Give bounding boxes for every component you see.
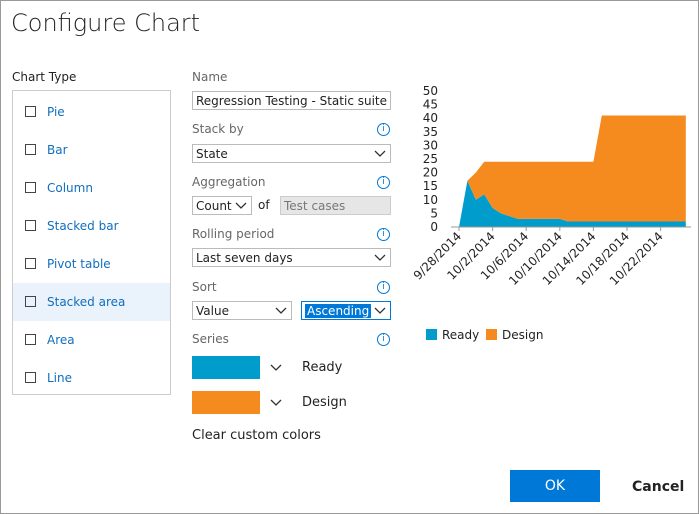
rolling-period-dropdown[interactable]: Last seven days	[192, 248, 391, 267]
chart-type-name: Stacked area	[47, 295, 126, 309]
info-icon[interactable]: i	[377, 123, 390, 136]
y-tick-label: 35	[423, 125, 438, 139]
chart-type-item[interactable]: Stacked bar	[13, 207, 170, 245]
clear-colors-link[interactable]: Clear custom colors	[192, 428, 321, 443]
chart-type-list: Pie Bar Column Stacked bar Pivot table Stacke…	[12, 90, 171, 395]
area	[459, 115, 686, 227]
chevron	[374, 307, 386, 314]
chart-type-icon	[25, 372, 36, 383]
chart-type-icon	[25, 258, 36, 269]
y-tick-label: 25	[423, 152, 438, 166]
y-tick-label: 45	[423, 98, 438, 112]
aggregation-dropdown[interactable]: Count	[192, 196, 252, 215]
stack-by-label: Stack by	[192, 122, 244, 136]
of-text: of	[258, 198, 270, 212]
chart-type-name: Line	[47, 371, 73, 385]
sort-field: Value	[196, 304, 229, 318]
area	[459, 180, 686, 227]
chart-type-name: Pie	[47, 105, 65, 119]
chart-type-item[interactable]: Column	[13, 169, 170, 207]
legend-swatch	[426, 329, 437, 340]
chart-type-item[interactable]: Bar	[13, 131, 170, 169]
sort-label: Sort	[192, 280, 217, 294]
info-icon[interactable]: i	[377, 228, 390, 241]
rolling-period-label: Rolling period	[192, 227, 275, 241]
chevron[interactable]	[270, 399, 282, 407]
dialog-title: Configure Chart	[11, 9, 201, 37]
series-swatch[interactable]	[192, 356, 260, 379]
chart-type-name: Bar	[47, 143, 68, 157]
chart-type-icon	[25, 144, 36, 155]
aggregation-label: Aggregation	[192, 175, 266, 189]
y-tick-label: 20	[423, 166, 438, 180]
chart-type-icon	[25, 334, 36, 345]
chart-type-name: Area	[47, 333, 75, 347]
y-tick-label: 0	[430, 220, 438, 234]
aggregation-field: Test cases	[280, 196, 391, 215]
chart-type-item[interactable]: Area	[13, 321, 170, 359]
y-tick-label: 50	[423, 84, 438, 98]
y-tick-label: 15	[423, 179, 438, 193]
chart-type-name: Stacked bar	[47, 219, 119, 233]
y-tick-label: 40	[423, 111, 438, 125]
chart-type-name: Column	[47, 181, 93, 195]
chart-type-item[interactable]: Pivot table	[13, 245, 170, 283]
name-label: Name	[192, 70, 228, 84]
chart-type-label: Chart Type	[12, 70, 77, 84]
info-icon[interactable]: i	[377, 281, 390, 294]
sort-order: Ascending	[305, 304, 372, 318]
legend-label: Design	[502, 328, 543, 342]
legend-swatch	[486, 329, 497, 340]
ok-button[interactable]: OK	[510, 470, 600, 502]
info-icon[interactable]: i	[377, 176, 390, 189]
y-tick-label: 30	[423, 138, 438, 152]
chart-type-name: Pivot table	[47, 257, 111, 271]
chart-type-icon	[25, 182, 36, 193]
chart-type-icon	[25, 106, 36, 117]
cancel-button[interactable]: Cancel	[632, 479, 685, 495]
info-icon[interactable]: i	[377, 333, 390, 346]
chart-type-item[interactable]: Stacked area	[13, 283, 170, 321]
stack-by-dropdown[interactable]: State	[192, 144, 391, 163]
stack-by-value: State	[196, 147, 228, 161]
sort-order-dropdown[interactable]: Ascending	[301, 301, 391, 320]
chart-type-item[interactable]: Pie	[13, 93, 170, 131]
rolling-period-value: Last seven days	[196, 251, 293, 265]
chart-type-item[interactable]: Line	[13, 359, 170, 397]
y-tick-label: 5	[430, 206, 438, 220]
series-swatch[interactable]	[192, 391, 260, 414]
name-input[interactable]: Regression Testing - Static suite - Ch	[192, 91, 391, 110]
chevron	[374, 254, 386, 261]
series-name: Ready	[302, 360, 343, 375]
chevron	[235, 202, 247, 209]
series-label: Series	[192, 332, 229, 346]
legend-label: Ready	[442, 328, 479, 342]
chart-type-icon	[25, 220, 36, 231]
series-name: Design	[302, 395, 347, 410]
chevron	[275, 307, 287, 314]
aggregation-function: Count	[196, 199, 232, 213]
chart-type-icon	[25, 296, 36, 307]
chevron[interactable]	[270, 364, 282, 372]
y-tick-label: 10	[423, 193, 438, 207]
chevron	[374, 150, 386, 157]
sort-field-dropdown[interactable]: Value	[192, 301, 292, 320]
